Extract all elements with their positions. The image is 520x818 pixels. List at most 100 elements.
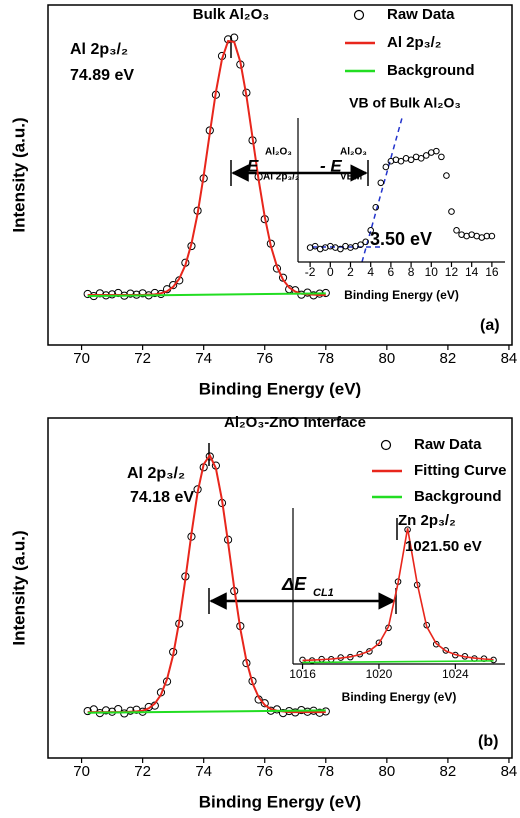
x-tick-label: 76 [256, 350, 273, 367]
data-point [443, 172, 450, 179]
legend-label: Fitting Curve [414, 462, 507, 479]
annotation: Al 2p₃/₂ [127, 465, 185, 482]
data-point [83, 289, 92, 299]
annotation: 74.89 eV [70, 67, 134, 84]
series-line [302, 660, 494, 664]
decorations [208, 36, 403, 614]
data-point [433, 147, 440, 155]
data-point [375, 639, 383, 647]
x-tick-label: 4 [367, 265, 374, 279]
annotation: VBM [340, 172, 362, 183]
data-point [132, 705, 141, 714]
data-point [278, 709, 288, 718]
data-point [488, 232, 496, 240]
series-line [87, 709, 326, 714]
data-point [407, 156, 415, 164]
x-tick-label: 76 [256, 763, 273, 780]
data-point [311, 242, 319, 250]
x-tick-label: 1016 [289, 667, 316, 681]
data-point [367, 227, 375, 234]
plot-frame [47, 4, 513, 346]
x-tick-label: 84 [501, 350, 518, 367]
data-point [377, 179, 385, 187]
x-tick-label: 1024 [442, 667, 469, 681]
data-point [144, 702, 153, 712]
legend-label: Raw Data [387, 6, 455, 23]
x-tick-label: 70 [73, 763, 90, 780]
data-point [260, 699, 269, 708]
legend-symbol [353, 9, 365, 21]
annotation: ΔE [281, 574, 307, 594]
annotation: E [247, 156, 259, 175]
annotation: CL1 [313, 587, 334, 599]
chart-title: VB of Bulk Al₂O₃ [349, 95, 461, 111]
annotation: Al 2p₃/₂ [263, 172, 299, 183]
data-point [362, 238, 369, 246]
x-tick-label: 72 [134, 763, 151, 780]
y-axis-label: Intensity (a.u.) [9, 530, 28, 645]
series-line [302, 528, 494, 662]
annotation: Al₂O₃ [265, 147, 292, 158]
annotation: Al₂O₃ [340, 147, 367, 158]
data-point [205, 452, 214, 461]
data-point [382, 163, 390, 171]
data-point [126, 289, 135, 298]
x-tick-label: 1020 [366, 667, 393, 681]
data-point [483, 232, 491, 240]
annotation: - E [320, 156, 342, 175]
x-axis-label: Binding Energy (eV) [199, 379, 361, 398]
plot-frame [47, 417, 513, 759]
data-point [169, 281, 178, 290]
panel-label: (b) [478, 733, 498, 750]
data-point [138, 289, 147, 298]
annotation: 74.18 eV [130, 489, 194, 506]
annotation: Zn 2p₃/₂ [398, 512, 456, 529]
fit-line [361, 117, 403, 263]
data-point [417, 155, 425, 162]
x-tick-label: 12 [445, 265, 459, 279]
chart: 70 72 74 76 78 80 82 84 Binding Energy (eV) Inten… [9, 414, 517, 812]
x-tick-label: 16 [485, 265, 499, 279]
chart: -2 0 2 4 6 8 10 12 14 16 Binding Energy (eV) VB of … [297, 95, 505, 302]
legend-symbol [380, 439, 392, 451]
data-point [83, 706, 92, 716]
x-tick-label: 70 [73, 350, 90, 367]
x-tick-label: 78 [317, 763, 334, 780]
y-axis-label: Intensity (a.u.) [9, 117, 28, 232]
chart: 1016 1020 1024 Binding Energy (eV) Zn 2p₃/₂ 1… [289, 508, 505, 704]
x-tick-label: -2 [305, 265, 316, 279]
x-tick-label: 82 [440, 350, 457, 367]
x-axis-label: Binding Energy (eV) [199, 792, 361, 811]
annotation: 1021.50 eV [405, 538, 482, 555]
x-tick-label: 10 [425, 265, 439, 279]
data-point [101, 706, 111, 715]
x-tick-label: 14 [465, 265, 479, 279]
annotation: 3.50 eV [370, 229, 432, 249]
x-axis-label: Binding Energy (eV) [342, 690, 457, 704]
panel-label: (a) [480, 317, 500, 334]
x-tick-label: 80 [378, 763, 395, 780]
data-point [453, 227, 460, 234]
legend-label: Background [387, 62, 475, 79]
data-point [422, 152, 430, 159]
x-tick-label: 84 [501, 763, 518, 780]
x-tick-label: 72 [134, 350, 151, 367]
series-line [87, 292, 326, 298]
annotation: Al 2p₃/₂ [70, 41, 128, 58]
data-point [442, 647, 450, 654]
x-tick-label: 74 [195, 763, 212, 780]
data-point [438, 153, 445, 161]
x-tick-label: 82 [440, 763, 457, 780]
data-point [432, 640, 440, 648]
x-tick-label: 8 [408, 265, 415, 279]
x-tick-label: 6 [388, 265, 395, 279]
chart-title: Al₂O₃-ZnO Interface [224, 414, 366, 431]
data-point [372, 203, 380, 211]
data-point [397, 157, 405, 165]
x-tick-label: 78 [317, 350, 334, 367]
legend-label: Al 2p₃/₂ [387, 34, 441, 51]
x-axis-label: Binding Energy (eV) [344, 288, 459, 302]
